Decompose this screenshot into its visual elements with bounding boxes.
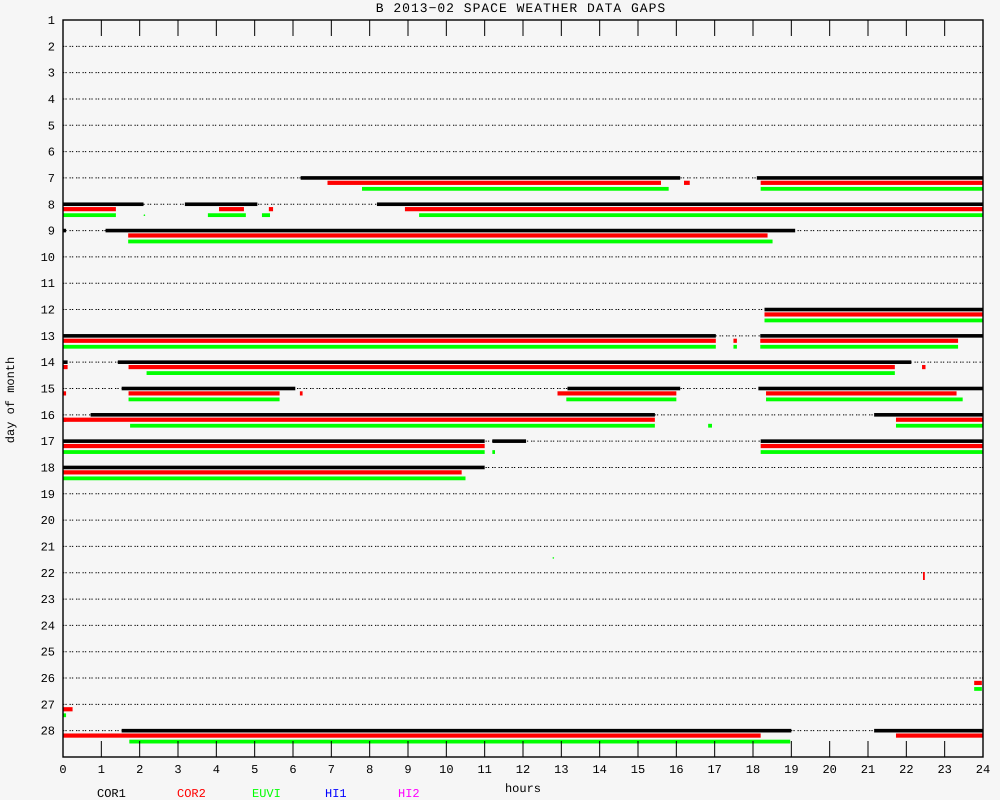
svg-text:2: 2	[136, 763, 143, 777]
svg-text:hours: hours	[505, 782, 541, 796]
svg-text:21: 21	[861, 763, 875, 777]
svg-text:21: 21	[41, 540, 55, 554]
svg-text:COR1: COR1	[97, 787, 126, 800]
svg-text:27: 27	[41, 698, 55, 712]
svg-text:4: 4	[213, 763, 220, 777]
svg-text:11: 11	[41, 277, 55, 291]
svg-text:22: 22	[41, 567, 55, 581]
svg-text:24: 24	[976, 763, 990, 777]
svg-text:9: 9	[404, 763, 411, 777]
svg-text:COR2: COR2	[177, 787, 206, 800]
svg-text:5: 5	[48, 119, 55, 133]
svg-text:13: 13	[41, 330, 55, 344]
svg-text:19: 19	[41, 488, 55, 502]
svg-text:26: 26	[41, 672, 55, 686]
svg-text:17: 17	[41, 435, 55, 449]
svg-text:EUVI: EUVI	[252, 787, 281, 800]
svg-text:25: 25	[41, 646, 55, 660]
svg-text:3: 3	[48, 67, 55, 81]
svg-text:9: 9	[48, 225, 55, 239]
svg-text:18: 18	[41, 461, 55, 475]
svg-text:2: 2	[48, 40, 55, 54]
svg-text:17: 17	[707, 763, 721, 777]
svg-text:7: 7	[328, 763, 335, 777]
svg-text:5: 5	[251, 763, 258, 777]
svg-text:10: 10	[41, 251, 55, 265]
svg-text:23: 23	[937, 763, 951, 777]
svg-text:28: 28	[41, 725, 55, 739]
svg-text:14: 14	[592, 763, 606, 777]
svg-text:3: 3	[174, 763, 181, 777]
svg-text:12: 12	[516, 763, 530, 777]
svg-text:16: 16	[41, 409, 55, 423]
svg-text:6: 6	[289, 763, 296, 777]
svg-text:18: 18	[746, 763, 760, 777]
svg-text:8: 8	[366, 763, 373, 777]
svg-text:24: 24	[41, 619, 55, 633]
svg-text:20: 20	[41, 514, 55, 528]
svg-text:20: 20	[822, 763, 836, 777]
svg-text:19: 19	[784, 763, 798, 777]
svg-text:HI1: HI1	[325, 787, 347, 800]
svg-text:16: 16	[669, 763, 683, 777]
svg-text:B 2013−02 SPACE WEATHER DATA: B 2013−02 SPACE WEATHER DATA GAPS	[376, 1, 666, 16]
svg-text:12: 12	[41, 304, 55, 318]
svg-text:22: 22	[899, 763, 913, 777]
svg-text:1: 1	[98, 763, 105, 777]
svg-text:23: 23	[41, 593, 55, 607]
svg-text:6: 6	[48, 146, 55, 160]
svg-text:8: 8	[48, 198, 55, 212]
svg-text:11: 11	[477, 763, 491, 777]
svg-text:4: 4	[48, 93, 55, 107]
svg-text:7: 7	[48, 172, 55, 186]
svg-text:1: 1	[48, 14, 55, 28]
svg-text:0: 0	[59, 763, 66, 777]
svg-text:14: 14	[41, 356, 55, 370]
svg-text:HI2: HI2	[398, 787, 420, 800]
svg-text:10: 10	[439, 763, 453, 777]
svg-text:15: 15	[631, 763, 645, 777]
svg-text:day of month: day of month	[4, 357, 18, 443]
svg-text:13: 13	[554, 763, 568, 777]
svg-text:15: 15	[41, 383, 55, 397]
